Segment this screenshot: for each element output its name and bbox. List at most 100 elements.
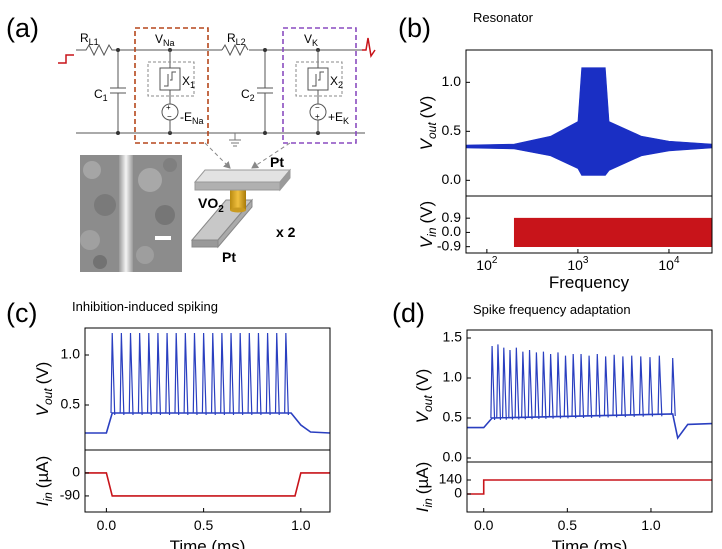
- label: VNa: [155, 32, 175, 48]
- capacitor: [257, 50, 273, 133]
- label-sub: 1: [190, 80, 195, 90]
- label-sub: L1: [89, 37, 99, 47]
- capacitor: [110, 50, 126, 133]
- x-tick-label: 0.5: [558, 517, 578, 533]
- y-axis-label: Vout (V): [417, 96, 439, 151]
- plot-area: [467, 479, 712, 495]
- plot-area: [85, 332, 330, 434]
- panel-label: (a): [6, 13, 39, 43]
- axes-frame: [466, 461, 713, 513]
- tick-exponent: 2: [492, 255, 498, 266]
- x-axis-label: Time (ms): [552, 537, 628, 549]
- tick-base: 1.0: [641, 517, 661, 533]
- spike: [174, 332, 180, 416]
- label: X1: [182, 74, 195, 90]
- na-branch: +−: [147, 50, 195, 133]
- y-label-sub: in: [425, 227, 439, 237]
- y-tick-label: 0.5: [61, 396, 81, 412]
- y-label-sub: out: [421, 395, 435, 412]
- spike: [247, 332, 253, 416]
- y-axis-label: Iin (µA): [413, 462, 435, 513]
- tick-base: 0.5: [194, 517, 214, 533]
- axes-frame: [465, 195, 713, 254]
- tick-base: 0.0: [97, 517, 117, 533]
- y-axis-label: Vout (V): [33, 362, 55, 417]
- trace: [467, 479, 712, 495]
- spike: [534, 352, 540, 420]
- spike: [119, 332, 125, 416]
- k-box: [282, 27, 357, 144]
- label-sub: K: [312, 38, 318, 48]
- label-main: C: [94, 87, 103, 101]
- y-tick-label: 0.5: [443, 409, 463, 425]
- label: RL1: [80, 31, 99, 47]
- trace: [85, 412, 330, 434]
- svg-text:−: −: [167, 112, 172, 121]
- tick-base: 10: [567, 257, 583, 273]
- label: +EK: [328, 110, 349, 126]
- label-main: C: [241, 87, 250, 101]
- ground: [229, 133, 241, 147]
- tick-exponent: 4: [674, 255, 680, 266]
- y-axis-label: Vin (V): [417, 201, 439, 248]
- y-label-symbol: V: [417, 235, 436, 248]
- y-tick-label: 0.0: [443, 449, 463, 465]
- x-tick-label: 1.0: [641, 517, 661, 533]
- spike: [501, 347, 507, 420]
- output-spike: [362, 37, 376, 58]
- panel-title: Resonator: [473, 10, 534, 25]
- label-sub: L2: [236, 37, 246, 47]
- y-label-unit: (µA): [33, 456, 52, 488]
- svg-text:+: +: [166, 103, 171, 112]
- spike: [146, 332, 152, 416]
- y-tick-label: 0.0: [442, 223, 462, 239]
- y-tick-label: 1.0: [61, 346, 81, 362]
- spike: [220, 332, 225, 416]
- label-sub: 2: [338, 80, 343, 90]
- signal-band: [466, 67, 712, 176]
- k-branch: −+: [295, 50, 343, 133]
- y-tick-label: 1.0: [442, 73, 462, 89]
- x-tick-label: 0.5: [194, 517, 214, 533]
- panel-label: (d): [392, 298, 425, 328]
- y-tick-label: 0: [454, 485, 462, 501]
- spike: [521, 351, 526, 420]
- na-box: [134, 27, 209, 144]
- spike: [274, 332, 280, 416]
- trace: [85, 472, 330, 497]
- spike: [128, 332, 134, 416]
- label: Pt: [222, 249, 236, 265]
- spike: [256, 332, 262, 416]
- trace: [467, 413, 712, 440]
- label-sub: 2: [218, 204, 224, 215]
- y-tick-label: 0.5: [442, 122, 462, 138]
- device: Pt VO2 Pt x 2: [190, 154, 296, 265]
- y-axis-label: Iin (µA): [33, 456, 55, 507]
- label: Pt: [270, 154, 284, 170]
- spike: [137, 332, 143, 416]
- y-label-sub: in: [41, 492, 55, 502]
- y-label-unit: (V): [33, 362, 52, 385]
- svg-text:+: +: [315, 112, 320, 121]
- plot-area: [467, 344, 712, 440]
- label: C1: [94, 87, 108, 103]
- spike: [612, 354, 618, 418]
- arrow: [251, 142, 291, 169]
- panel-label: (c): [6, 298, 37, 328]
- svg-text:−: −: [315, 103, 320, 112]
- spike: [548, 353, 554, 419]
- label-sub: 2: [250, 93, 255, 103]
- y-tick-label: 140: [439, 471, 463, 487]
- plot-area: [513, 217, 712, 247]
- tick-base: 10: [658, 257, 674, 273]
- y-tick-label: 0.0: [442, 171, 462, 187]
- x-tick-label: 1.0: [291, 517, 311, 533]
- spike: [541, 351, 547, 419]
- panel-title: Spike frequency adaptation: [473, 302, 631, 317]
- spike: [229, 332, 235, 416]
- label: X2: [330, 74, 343, 90]
- y-label-sub: out: [425, 122, 439, 139]
- label-main: X: [330, 74, 338, 88]
- label: VO2: [198, 195, 224, 215]
